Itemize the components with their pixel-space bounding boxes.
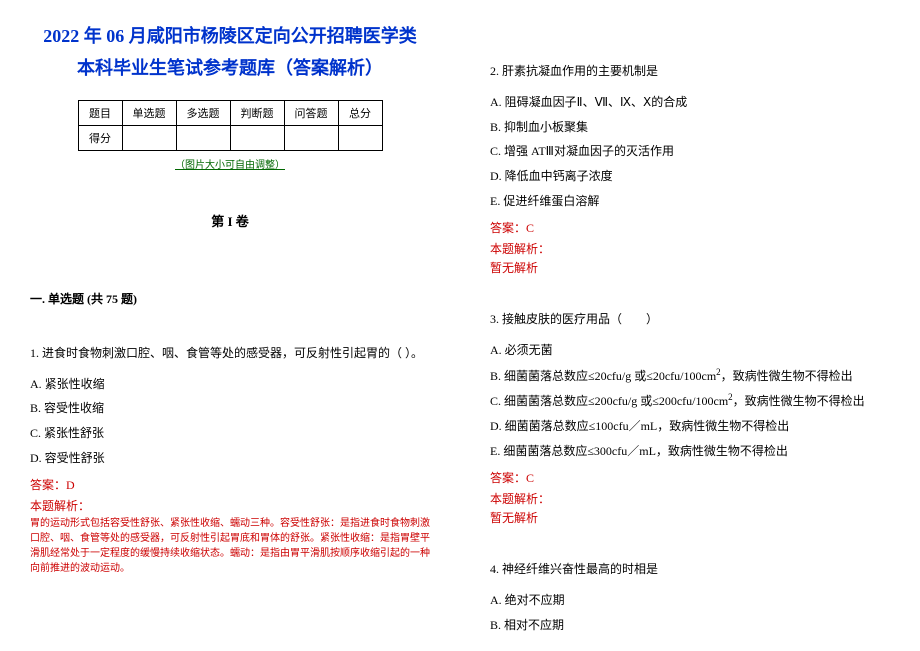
q1-opt-a: A. 紧张性收缩 — [30, 373, 430, 396]
th-3: 判断题 — [230, 100, 284, 125]
q2-opt-d: D. 降低血中钙离子浓度 — [490, 165, 890, 188]
q3-exp-label: 本题解析： — [490, 490, 890, 509]
left-column: 2022 年 06 月咸阳市杨陵区定向公开招聘医学类 本科毕业生笔试参考题库（答… — [0, 0, 460, 651]
q1-opt-b: B. 容受性收缩 — [30, 397, 430, 420]
title-line-2: 本科毕业生笔试参考题库（答案解析） — [77, 58, 383, 78]
title-line-1: 2022 年 06 月咸阳市杨陵区定向公开招聘医学类 — [43, 26, 417, 46]
score-table: 题目 单选题 多选题 判断题 问答题 总分 得分 — [78, 100, 383, 151]
q3-opt-b-pre: B. 细菌菌落总数应≤20cfu/g 或≤20cfu/100cm — [490, 369, 716, 383]
cell-4 — [284, 125, 338, 150]
q1-exp-text: 胃的运动形式包括容受性舒张、紧张性收缩、蠕动三种。容受性舒张：是指进食时食物刺激… — [30, 516, 430, 576]
q3-opt-c-suf: ，致病性微生物不得检出 — [733, 394, 865, 408]
th-4: 问答题 — [284, 100, 338, 125]
question-1: 1. 进食时食物刺激口腔、咽、食管等处的感受器，可反射性引起胃的（ ）。 A. … — [30, 342, 430, 576]
table-score-row: 得分 — [78, 125, 382, 150]
th-1: 单选题 — [122, 100, 176, 125]
question-2: 2. 肝素抗凝血作用的主要机制是 A. 阻碍凝血因子Ⅱ、Ⅶ、Ⅸ、Ⅹ的合成 B. … — [490, 60, 890, 278]
th-5: 总分 — [338, 100, 382, 125]
volume-title: 第 I 卷 — [30, 211, 430, 230]
q3-answer: 答案：C — [490, 467, 890, 490]
q1-text: 1. 进食时食物刺激口腔、咽、食管等处的感受器，可反射性引起胃的（ ）。 — [30, 342, 430, 365]
question-4: 4. 神经纤维兴奋性最高的时相是 A. 绝对不应期 B. 相对不应期 — [490, 558, 890, 636]
q2-opt-a: A. 阻碍凝血因子Ⅱ、Ⅶ、Ⅸ、Ⅹ的合成 — [490, 91, 890, 114]
q3-opt-b: B. 细菌菌落总数应≤20cfu/g 或≤20cfu/100cm2，致病性微生物… — [490, 364, 890, 388]
q3-opt-a: A. 必须无菌 — [490, 339, 890, 362]
cell-1 — [122, 125, 176, 150]
q2-opt-c: C. 增强 ATⅢ对凝血因子的灭活作用 — [490, 140, 890, 163]
section-title: 一. 单选题 (共 75 题) — [30, 290, 430, 307]
q3-opt-d: D. 细菌菌落总数应≤100cfu／mL，致病性微生物不得检出 — [490, 415, 890, 438]
q1-exp-label: 本题解析： — [30, 497, 430, 516]
q2-no-exp: 暂无解析 — [490, 259, 890, 278]
q2-opt-e: E. 促进纤维蛋白溶解 — [490, 190, 890, 213]
question-3: 3. 接触皮肤的医疗用品（ ） A. 必须无菌 B. 细菌菌落总数应≤20cfu… — [490, 308, 890, 528]
q3-text: 3. 接触皮肤的医疗用品（ ） — [490, 308, 890, 331]
q4-opt-b: B. 相对不应期 — [490, 614, 890, 637]
right-column: 2. 肝素抗凝血作用的主要机制是 A. 阻碍凝血因子Ⅱ、Ⅶ、Ⅸ、Ⅹ的合成 B. … — [460, 0, 920, 651]
q3-opt-e: E. 细菌菌落总数应≤300cfu／mL，致病性微生物不得检出 — [490, 440, 890, 463]
q1-opt-c: C. 紧张性舒张 — [30, 422, 430, 445]
cell-5 — [338, 125, 382, 150]
cell-3 — [230, 125, 284, 150]
q3-opt-b-suf: ，致病性微生物不得检出 — [721, 369, 853, 383]
q3-opt-c: C. 细菌菌落总数应≤200cfu/g 或≤200cfu/100cm2，致病性微… — [490, 389, 890, 413]
cell-2 — [176, 125, 230, 150]
th-2: 多选题 — [176, 100, 230, 125]
q1-answer: 答案：D — [30, 474, 430, 497]
th-0: 题目 — [78, 100, 122, 125]
q4-text: 4. 神经纤维兴奋性最高的时相是 — [490, 558, 890, 581]
q3-opt-c-pre: C. 细菌菌落总数应≤200cfu/g 或≤200cfu/100cm — [490, 394, 728, 408]
row-label: 得分 — [78, 125, 122, 150]
table-header-row: 题目 单选题 多选题 判断题 问答题 总分 — [78, 100, 382, 125]
q2-exp-label: 本题解析： — [490, 240, 890, 259]
q3-no-exp: 暂无解析 — [490, 509, 890, 528]
q4-opt-a: A. 绝对不应期 — [490, 589, 890, 612]
q2-opt-b: B. 抑制血小板聚集 — [490, 116, 890, 139]
q2-text: 2. 肝素抗凝血作用的主要机制是 — [490, 60, 890, 83]
doc-title: 2022 年 06 月咸阳市杨陵区定向公开招聘医学类 本科毕业生笔试参考题库（答… — [30, 20, 430, 85]
image-size-note: （图片大小可自由调整） — [30, 156, 430, 171]
q1-opt-d: D. 容受性舒张 — [30, 447, 430, 470]
q2-answer: 答案：C — [490, 217, 890, 240]
